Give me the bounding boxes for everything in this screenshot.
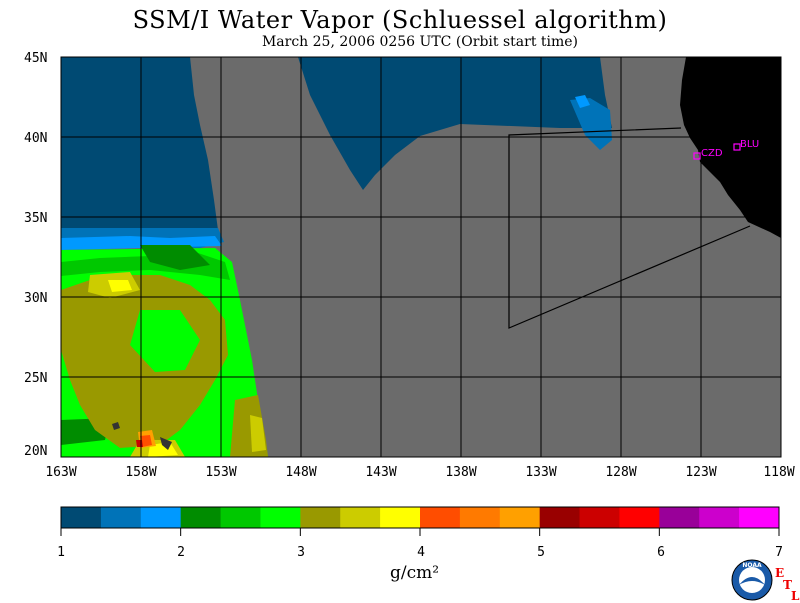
noaa-logo: NOAA <box>731 559 773 601</box>
map-subtitle: March 25, 2006 0256 UTC (Orbit start tim… <box>261 34 579 50</box>
colorbar-swatch <box>140 507 182 528</box>
vapor-region-olive <box>61 275 228 448</box>
colorbar-swatch <box>61 507 102 528</box>
station-label-blu: BLU <box>740 139 759 150</box>
colorbar-swatch <box>579 507 620 528</box>
colorbar-swatch <box>459 507 501 528</box>
lat-lon-grid <box>60 56 782 458</box>
lon-label: 138W <box>445 465 476 480</box>
etl-letter-t: T <box>783 578 792 592</box>
colorbar-tick: 2 <box>177 545 185 560</box>
lat-label: 40N <box>24 131 47 146</box>
lon-label: 158W <box>125 465 156 480</box>
colorbar <box>60 506 780 536</box>
colorbar-unit: g/cm² <box>390 563 440 583</box>
lat-label: 25N <box>24 371 47 386</box>
vapor-region-darkblue-west <box>61 57 218 230</box>
longitude-labels: 163W 158W 153W 148W 143W 138W 133W 128W … <box>45 465 794 480</box>
lon-label: 148W <box>285 465 316 480</box>
colorbar-tick: 4 <box>417 545 425 560</box>
colorbar-tick: 6 <box>657 545 665 560</box>
colorbar-swatch <box>380 507 421 528</box>
latitude-labels: 45N 40N 35N 30N 25N 20N <box>24 51 47 459</box>
lon-label: 128W <box>605 465 636 480</box>
colorbar-tick: 1 <box>57 545 65 560</box>
colorbar-swatch <box>739 507 780 528</box>
lat-label: 30N <box>24 291 47 306</box>
colorbar-tick: 7 <box>775 545 783 560</box>
lat-label: 45N <box>24 51 47 66</box>
etl-letter-l: L <box>791 589 800 603</box>
colorbar-swatch <box>220 507 261 528</box>
colorbar-swatch <box>180 507 222 528</box>
colorbar-swatch <box>659 507 700 528</box>
colorbar-tick: 3 <box>297 545 305 560</box>
colorbar-swatch <box>499 507 541 528</box>
lat-label: 20N <box>24 444 47 459</box>
colorbar-swatch <box>300 507 341 528</box>
flight-track <box>508 127 751 329</box>
lon-label: 133W <box>525 465 556 480</box>
vapor-region-darkblue-north <box>298 57 612 190</box>
colorbar-swatch <box>420 507 461 528</box>
lon-label: 118W <box>763 465 794 480</box>
colorbar-tick-labels: 1 2 3 4 5 6 7 <box>57 545 783 560</box>
map-title: SSM/I Water Vapor (Schluessel algorithm) <box>132 6 668 34</box>
lon-label: 153W <box>205 465 236 480</box>
colorbar-swatch <box>539 507 581 528</box>
colorbar-tick: 5 <box>537 545 545 560</box>
colorbar-swatch <box>619 507 660 528</box>
colorbar-swatch <box>260 507 301 528</box>
station-label-czd: CZD <box>701 148 723 159</box>
lon-label: 163W <box>45 465 76 480</box>
station-marker-blu <box>733 143 741 151</box>
lat-label: 35N <box>24 211 47 226</box>
lon-label: 123W <box>685 465 716 480</box>
station-marker-czd <box>693 152 701 160</box>
map-area: CZD BLU <box>60 56 782 458</box>
colorbar-swatch <box>699 507 740 528</box>
colorbar-swatch <box>100 507 142 528</box>
etl-letter-e: E <box>775 566 785 580</box>
lon-label: 143W <box>365 465 396 480</box>
land-california <box>680 57 781 238</box>
noaa-logo-text: NOAA <box>742 562 762 569</box>
colorbar-swatch <box>340 507 381 528</box>
